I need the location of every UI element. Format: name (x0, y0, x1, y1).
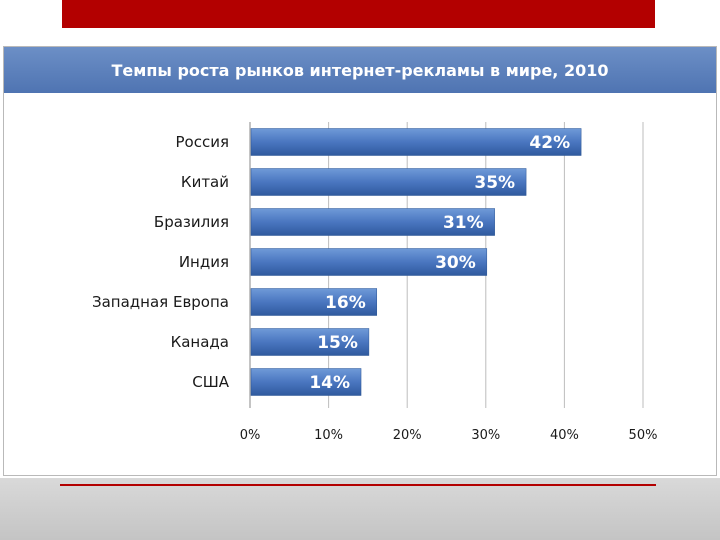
bottom-strip (0, 478, 720, 540)
bar-0 (250, 128, 582, 156)
data-label-6: 14% (309, 373, 350, 393)
category-label-5: Канада (171, 333, 229, 351)
bar-2 (250, 208, 495, 236)
data-label-3: 30% (435, 253, 476, 273)
bar-6 (250, 368, 362, 396)
bottom-divider (60, 484, 656, 486)
x-tick-label-5: 50% (629, 428, 658, 443)
category-label-2: Бразилия (154, 213, 229, 231)
bar-3 (250, 248, 488, 276)
x-tick-label-1: 10% (314, 428, 343, 443)
category-label-3: Индия (179, 253, 229, 271)
category-label-6: США (192, 373, 230, 391)
data-label-2: 31% (443, 213, 484, 233)
x-tick-labels: 0% 10% 20% 30% 40% 50% (240, 428, 658, 443)
chart-title: Темпы роста рынков интернет-рекламы в ми… (111, 60, 609, 80)
category-label-4: Западная Европа (92, 293, 229, 311)
x-tick-label-2: 20% (393, 428, 422, 443)
category-label-1: Китай (181, 173, 229, 191)
bar-1 (250, 168, 527, 196)
x-tick-label-4: 40% (550, 428, 579, 443)
bars: 42% 35% 31% 30% 16% 15% 14% (250, 128, 582, 396)
category-label-0: Россия (176, 133, 230, 151)
x-tick-label-0: 0% (240, 428, 261, 443)
bar-5 (250, 328, 370, 356)
bar-4 (250, 288, 378, 316)
data-label-4: 16% (325, 293, 366, 313)
chart-header: Темпы роста рынков интернет-рекламы в ми… (4, 47, 716, 93)
data-label-5: 15% (317, 333, 358, 353)
category-labels: Россия Китай Бразилия Индия Западная Европа К… (92, 133, 230, 391)
top-banner (62, 0, 655, 28)
x-tick-label-3: 30% (471, 428, 500, 443)
data-label-0: 42% (529, 133, 570, 153)
data-label-1: 35% (474, 173, 515, 193)
